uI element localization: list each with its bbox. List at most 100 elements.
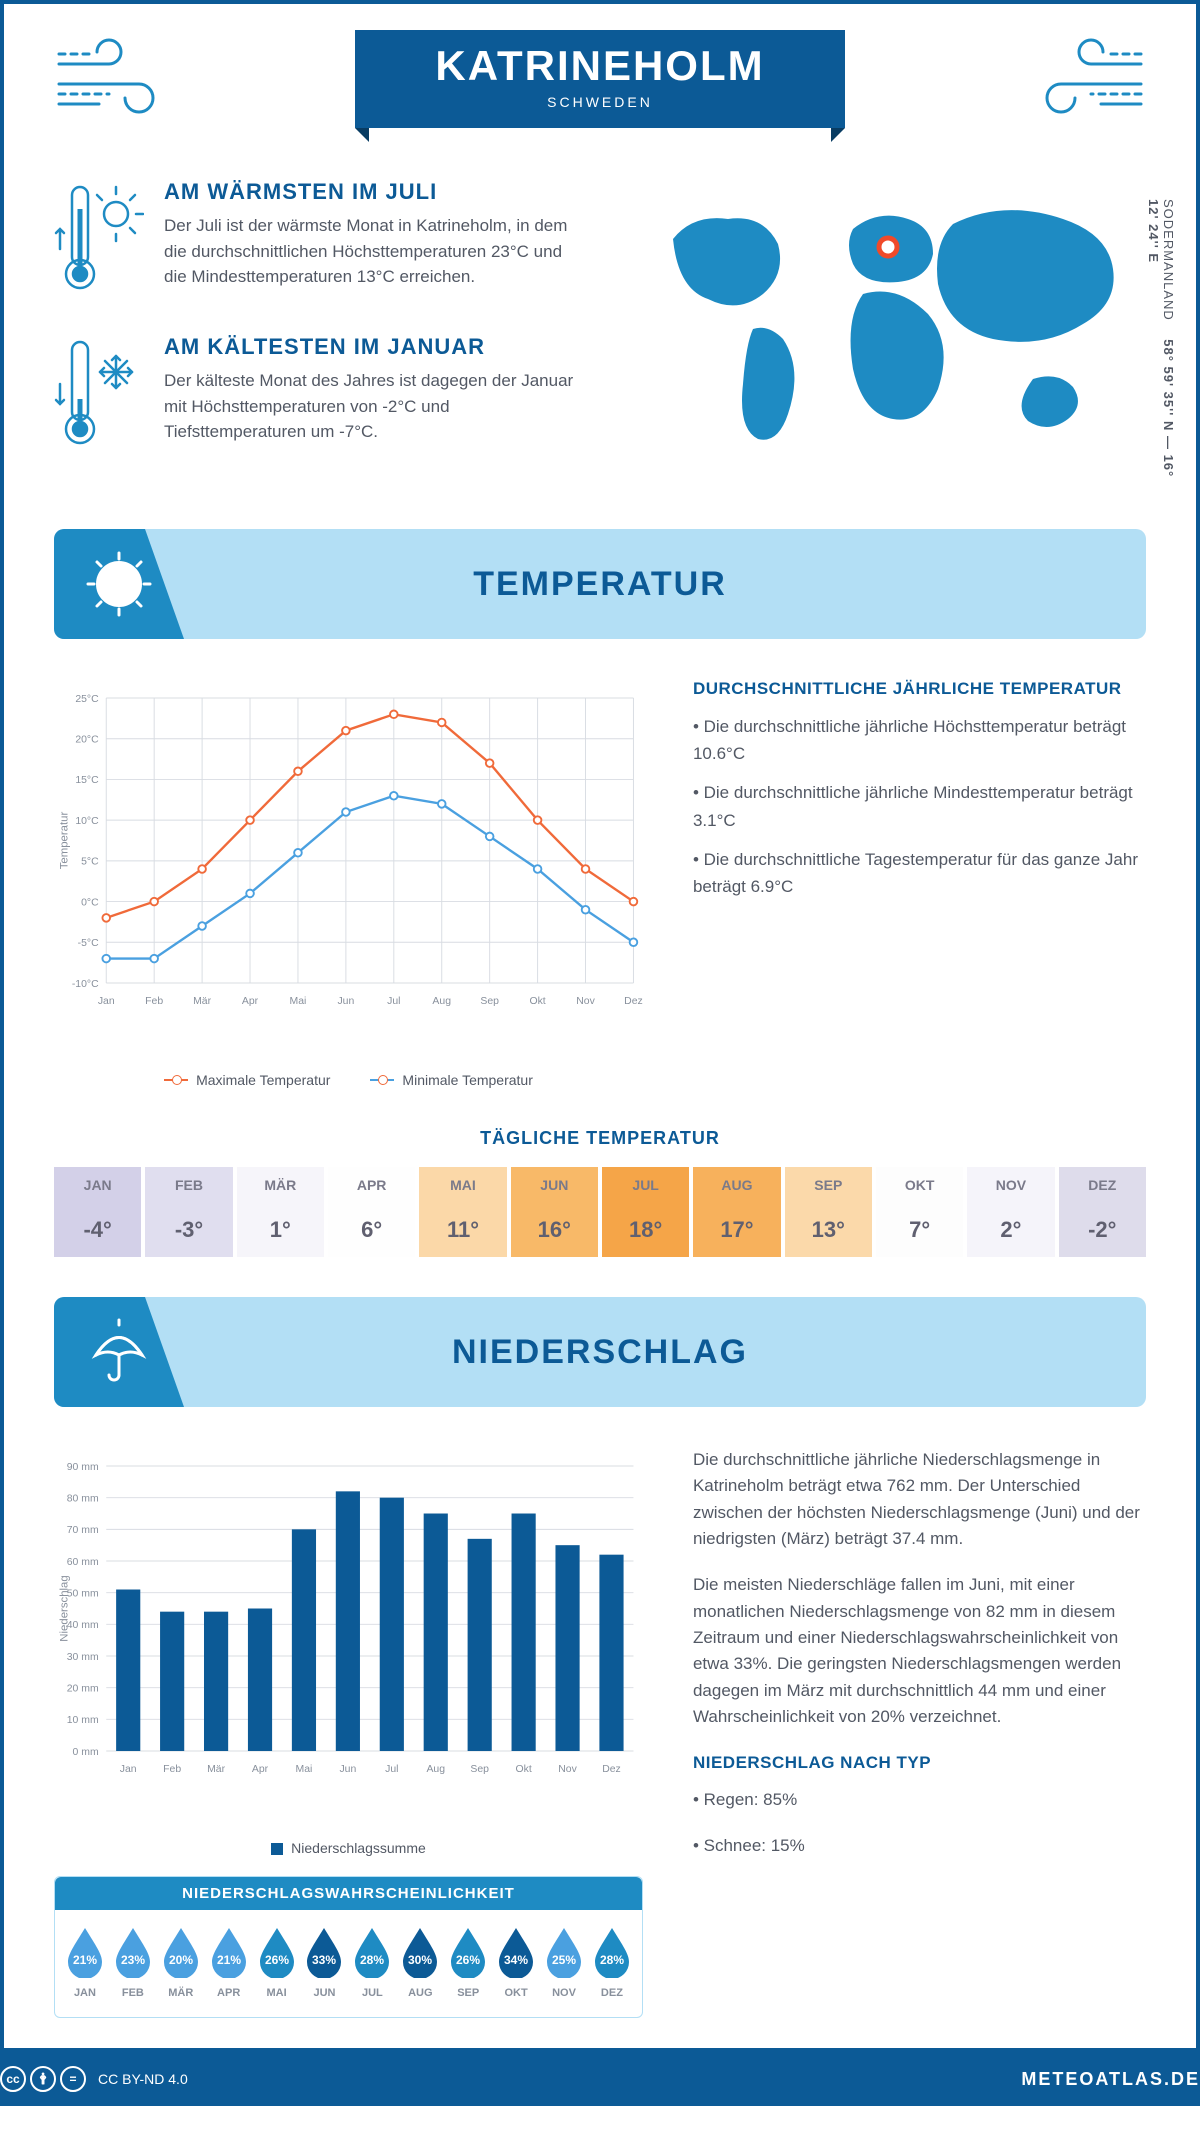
section-bar-precipitation: NIEDERSCHLAG: [54, 1297, 1146, 1407]
probability-drop: 26%SEP: [444, 1924, 492, 1999]
probability-drop: 25%NOV: [540, 1924, 588, 1999]
probability-drop: 34%OKT: [492, 1924, 540, 1999]
world-map-container: SODERMANLAND 58° 59' 35'' N — 16° 12' 24…: [620, 179, 1146, 489]
svg-text:Sep: Sep: [480, 996, 499, 1007]
svg-text:Aug: Aug: [426, 1764, 445, 1775]
svg-text:Nov: Nov: [558, 1764, 577, 1775]
svg-text:23%: 23%: [121, 1953, 145, 1967]
svg-text:40 mm: 40 mm: [67, 1620, 99, 1631]
umbrella-icon: [54, 1297, 184, 1407]
svg-text:90 mm: 90 mm: [67, 1462, 99, 1473]
svg-text:Okt: Okt: [515, 1764, 531, 1775]
precipitation-row: 0 mm10 mm20 mm30 mm40 mm50 mm60 mm70 mm8…: [54, 1447, 1146, 2018]
svg-text:Jul: Jul: [387, 996, 400, 1007]
header-row: KATRINEHOLM SCHWEDEN: [54, 4, 1146, 129]
svg-text:50 mm: 50 mm: [67, 1588, 99, 1599]
daily-temperature-table: JAN-4°FEB-3°MÄR1°APR6°MAI11°JUN16°JUL18°…: [54, 1167, 1146, 1257]
warmest-fact: AM WÄRMSTEN IM JULI Der Juli ist der wär…: [54, 179, 580, 304]
svg-text:28%: 28%: [360, 1953, 384, 1967]
coldest-title: AM KÄLTESTEN IM JANUAR: [164, 334, 580, 360]
svg-text:5°C: 5°C: [81, 857, 99, 868]
svg-text:Jun: Jun: [337, 996, 354, 1007]
svg-text:Apr: Apr: [242, 996, 259, 1007]
cc-icons: cc🛉=: [0, 2066, 86, 2092]
svg-text:Jan: Jan: [98, 996, 115, 1007]
daily-cell: DEZ-2°: [1059, 1167, 1146, 1257]
daily-cell: NOV2°: [967, 1167, 1054, 1257]
precipitation-bar-chart: 0 mm10 mm20 mm30 mm40 mm50 mm60 mm70 mm8…: [54, 1447, 643, 1856]
svg-text:10 mm: 10 mm: [67, 1715, 99, 1726]
probability-drop: 33%JUN: [301, 1924, 349, 1999]
svg-text:Aug: Aug: [432, 996, 451, 1007]
svg-text:Jun: Jun: [339, 1764, 356, 1775]
svg-text:70 mm: 70 mm: [67, 1525, 99, 1536]
svg-text:21%: 21%: [217, 1953, 241, 1967]
section-title-temperature: TEMPERATUR: [184, 565, 1016, 604]
svg-text:21%: 21%: [73, 1953, 97, 1967]
footer-site: METEOATLAS.DE: [1021, 2069, 1200, 2090]
svg-text:28%: 28%: [600, 1953, 624, 1967]
temperature-legend: .leg-swatch:nth-child(1)::before{border-…: [54, 1072, 643, 1088]
precipitation-probability-box: NIEDERSCHLAGSWAHRSCHEINLICHKEIT 21%JAN 23…: [54, 1876, 643, 2018]
warmest-title: AM WÄRMSTEN IM JULI: [164, 179, 580, 205]
wind-icon-right: [1006, 34, 1146, 129]
country-subtitle: SCHWEDEN: [435, 94, 764, 110]
probability-drop: 21%JAN: [61, 1924, 109, 1999]
wind-icon-left: [54, 34, 194, 129]
coldest-fact: AM KÄLTESTEN IM JANUAR Der kälteste Mona…: [54, 334, 580, 459]
svg-text:Feb: Feb: [145, 996, 163, 1007]
svg-text:Okt: Okt: [529, 996, 545, 1007]
temp-info-bullet: • Die durchschnittliche jährliche Mindes…: [693, 779, 1146, 833]
svg-text:60 mm: 60 mm: [67, 1557, 99, 1568]
svg-text:Nov: Nov: [576, 996, 595, 1007]
probability-drop: 28%JUL: [348, 1924, 396, 1999]
footer: cc🛉= CC BY-ND 4.0 METEOATLAS.DE: [0, 2052, 1200, 2106]
city-title: KATRINEHOLM: [435, 42, 764, 90]
svg-text:80 mm: 80 mm: [67, 1493, 99, 1504]
daily-cell: AUG17°: [693, 1167, 780, 1257]
probability-drop: 26%MAI: [253, 1924, 301, 1999]
svg-text:30%: 30%: [408, 1953, 432, 1967]
temp-info-title: DURCHSCHNITTLICHE JÄHRLICHE TEMPERATUR: [693, 679, 1146, 699]
daily-cell: JUL18°: [602, 1167, 689, 1257]
precipitation-text: Die durchschnittliche jährliche Niedersc…: [693, 1447, 1146, 2018]
svg-text:0 mm: 0 mm: [73, 1747, 99, 1758]
probability-drop: 30%AUG: [396, 1924, 444, 1999]
prob-title: NIEDERSCHLAGSWAHRSCHEINLICHKEIT: [55, 1877, 642, 1910]
precip-p2: Die meisten Niederschläge fallen im Juni…: [693, 1572, 1146, 1730]
intro-facts: AM WÄRMSTEN IM JULI Der Juli ist der wär…: [54, 179, 580, 489]
svg-text:33%: 33%: [312, 1953, 336, 1967]
precipitation-legend: Niederschlagssumme: [54, 1840, 643, 1856]
daily-cell: MÄR1°: [237, 1167, 324, 1257]
svg-text:Temperatur: Temperatur: [58, 812, 70, 870]
svg-text:Mai: Mai: [290, 996, 307, 1007]
sun-icon: [54, 529, 184, 639]
daily-cell: SEP13°: [785, 1167, 872, 1257]
svg-text:Apr: Apr: [252, 1764, 269, 1775]
daily-temperature-title: TÄGLICHE TEMPERATUR: [54, 1128, 1146, 1149]
svg-text:0°C: 0°C: [81, 897, 99, 908]
svg-text:Niederschlag: Niederschlag: [58, 1575, 70, 1641]
temperature-chart-row: -10°C-5°C0°C5°C10°C15°C20°C25°CJanFebMär…: [54, 679, 1146, 1088]
svg-text:25%: 25%: [552, 1953, 576, 1967]
precip-p1: Die durchschnittliche jährliche Niedersc…: [693, 1447, 1146, 1552]
intro-section: AM WÄRMSTEN IM JULI Der Juli ist der wär…: [54, 179, 1146, 489]
daily-cell: APR6°: [328, 1167, 415, 1257]
probability-drop: 20%MÄR: [157, 1924, 205, 1999]
temp-info-bullet: • Die durchschnittliche jährliche Höchst…: [693, 713, 1146, 767]
svg-text:15°C: 15°C: [75, 775, 99, 786]
svg-text:Jan: Jan: [120, 1764, 137, 1775]
svg-text:30 mm: 30 mm: [67, 1652, 99, 1663]
svg-text:Dez: Dez: [602, 1764, 621, 1775]
daily-cell: JAN-4°: [54, 1167, 141, 1257]
svg-text:Mär: Mär: [207, 1764, 225, 1775]
daily-cell: OKT7°: [876, 1167, 963, 1257]
svg-text:25°C: 25°C: [75, 694, 99, 705]
section-title-precipitation: NIEDERSCHLAG: [184, 1333, 1016, 1372]
svg-text:20°C: 20°C: [75, 735, 99, 746]
svg-text:Dez: Dez: [624, 996, 643, 1007]
daily-cell: JUN16°: [511, 1167, 598, 1257]
warmest-text: Der Juli ist der wärmste Monat in Katrin…: [164, 213, 580, 290]
title-banner: KATRINEHOLM SCHWEDEN: [355, 30, 844, 128]
temperature-line-chart: -10°C-5°C0°C5°C10°C15°C20°C25°CJanFebMär…: [54, 679, 643, 1088]
